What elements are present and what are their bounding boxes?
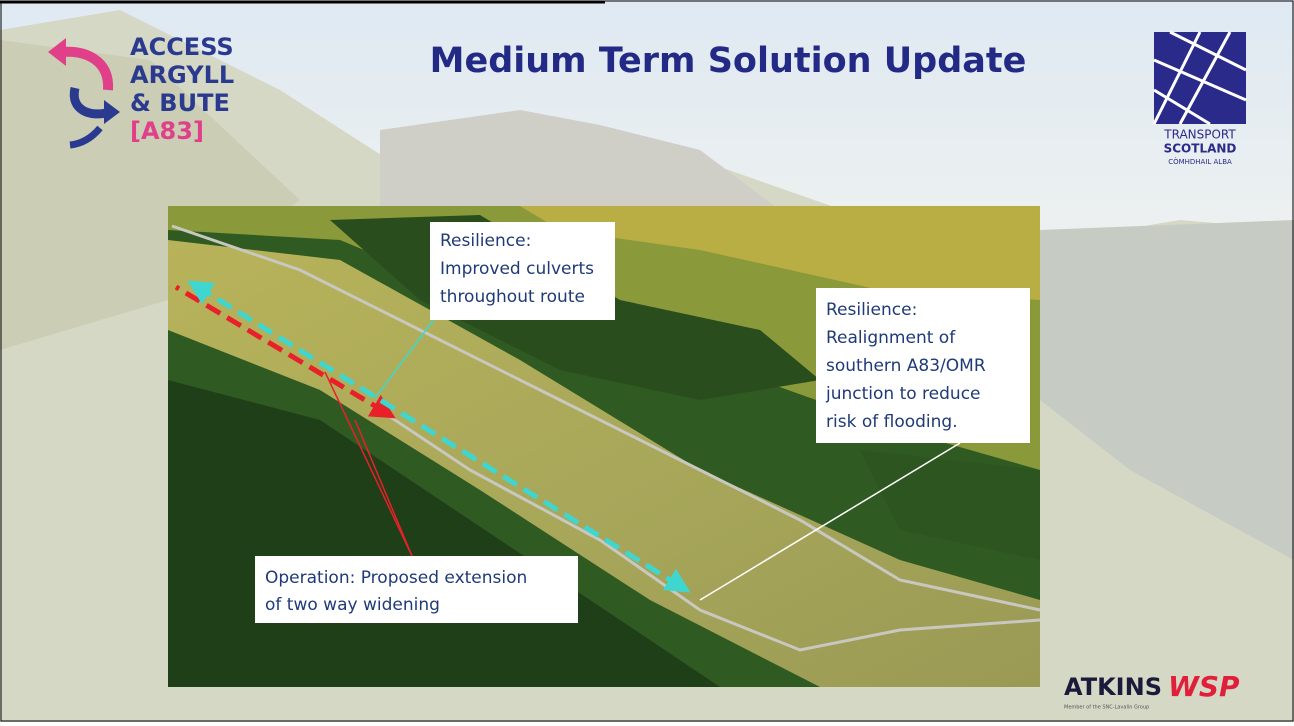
leader-3b bbox=[354, 419, 413, 557]
logo-arrowhead bbox=[48, 38, 66, 66]
callout-box bbox=[816, 288, 1030, 443]
callout-text: risk of flooding. bbox=[826, 412, 958, 432]
ts-text: CÒMHDHAIL ALBA bbox=[1168, 157, 1232, 166]
callout-text: throughout route bbox=[440, 287, 585, 307]
logo-arrow-pink bbox=[61, 46, 114, 91]
atkins-note: Member of the SNC-Lavalin Group bbox=[1064, 705, 1149, 711]
atkins-logo: ATKINS WSP Member of the SNC-Lavalin Gro… bbox=[1064, 670, 1240, 711]
upland bbox=[520, 206, 1040, 300]
ts-text: TRANSPORT bbox=[1163, 128, 1236, 142]
leader-3a bbox=[324, 371, 413, 557]
logo-text: ARGYLL bbox=[130, 61, 234, 89]
logo-text: & BUTE bbox=[130, 89, 230, 117]
transport-scotland-logo: TRANSPORT SCOTLAND CÒMHDHAIL ALBA bbox=[1152, 30, 1247, 166]
callout-text: Improved culverts bbox=[440, 259, 594, 279]
leader-2 bbox=[699, 442, 961, 601]
callout-box bbox=[430, 222, 615, 320]
callout-text: junction to reduce bbox=[825, 384, 981, 404]
wsp-text: WSP bbox=[1168, 670, 1240, 703]
callout-text: southern A83/OMR bbox=[826, 356, 986, 376]
logo-text: ACCESS bbox=[130, 33, 234, 61]
logo-arrowhead bbox=[104, 100, 120, 124]
mountain-peak bbox=[380, 110, 780, 210]
callout-text: Realignment of bbox=[826, 328, 956, 348]
atkins-text: ATKINS bbox=[1064, 673, 1162, 701]
callout-text: Operation: Proposed extension bbox=[265, 568, 527, 588]
callout-text: Resilience: bbox=[440, 231, 531, 251]
callout-text: Resilience: bbox=[826, 300, 917, 320]
logo-text: [A83] bbox=[130, 117, 204, 145]
access-logo: ACCESS ARGYLL & BUTE [A83] bbox=[48, 33, 234, 149]
hill-right bbox=[1040, 220, 1294, 560]
callout-box bbox=[255, 556, 578, 623]
callout-text: of two way widening bbox=[265, 595, 440, 615]
slide-title: Medium Term Solution Update bbox=[430, 41, 1027, 81]
forest-right bbox=[860, 450, 1040, 560]
hillside bbox=[0, 40, 300, 350]
ts-lines bbox=[1152, 30, 1247, 126]
logo-arrow-blue2 bbox=[69, 125, 103, 149]
ts-text: SCOTLAND bbox=[1164, 142, 1237, 156]
leader-1 bbox=[374, 317, 436, 399]
